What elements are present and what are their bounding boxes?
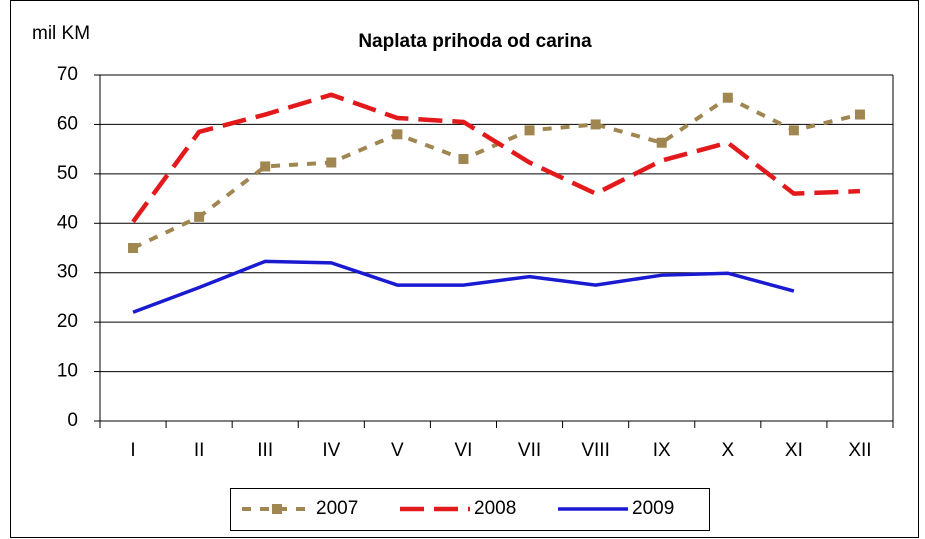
legend-label: 2007 xyxy=(316,498,358,519)
marker xyxy=(392,129,403,140)
y-axis-label: mil KM xyxy=(32,23,90,44)
x-tick-label: II xyxy=(194,440,205,461)
marker xyxy=(722,92,733,103)
marker xyxy=(194,211,205,222)
y-tick-label: 70 xyxy=(57,64,78,85)
marker xyxy=(590,119,601,130)
y-tick-label: 40 xyxy=(57,212,78,233)
marker xyxy=(458,154,469,165)
legend-label: 2009 xyxy=(632,498,674,519)
y-tick-label: 60 xyxy=(57,113,78,134)
x-tick-label: VIII xyxy=(581,440,610,461)
x-tick-label: IX xyxy=(653,440,671,461)
legend-box xyxy=(230,488,710,531)
marker xyxy=(524,125,535,136)
legend-label: 2008 xyxy=(474,498,516,519)
x-tick-label: III xyxy=(257,440,273,461)
y-tick-label: 30 xyxy=(57,262,78,283)
x-tick-label: XI xyxy=(785,440,803,461)
y-tick-label: 10 xyxy=(57,361,78,382)
marker xyxy=(854,109,865,120)
marker xyxy=(260,161,271,172)
x-tick-label: IV xyxy=(322,440,340,461)
marker xyxy=(656,137,667,148)
marker xyxy=(128,243,139,253)
chart-border xyxy=(10,0,919,538)
chart-title: Naplata prihoda od carina xyxy=(358,31,592,52)
x-tick-label: VII xyxy=(518,440,541,461)
series-line xyxy=(132,259,795,314)
y-tick-label: 20 xyxy=(57,311,78,332)
x-tick-label: V xyxy=(391,440,404,461)
y-tick-label: 50 xyxy=(57,163,78,184)
x-tick-label: XII xyxy=(848,440,871,461)
x-tick-label: X xyxy=(721,440,734,461)
series-line xyxy=(131,92,861,224)
x-tick-label: I xyxy=(130,440,135,461)
y-tick-label: 0 xyxy=(67,410,78,431)
legend-marker xyxy=(272,504,282,514)
marker xyxy=(788,125,799,136)
x-tick-label: VI xyxy=(454,440,472,461)
marker xyxy=(326,157,337,168)
